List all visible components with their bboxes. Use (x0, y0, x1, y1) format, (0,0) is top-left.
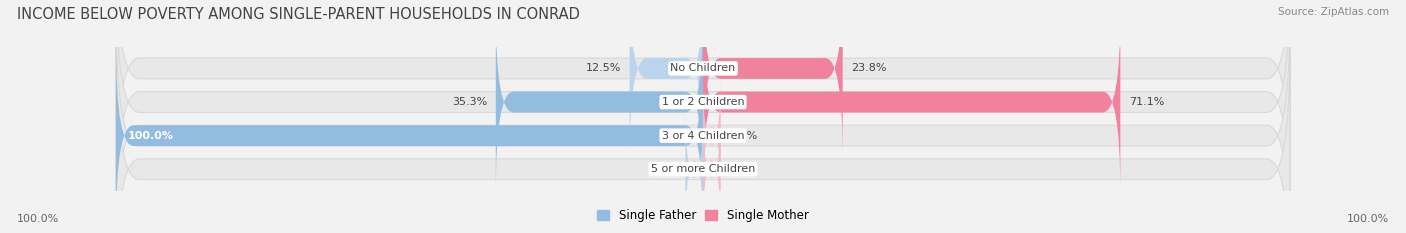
Text: Source: ZipAtlas.com: Source: ZipAtlas.com (1278, 7, 1389, 17)
FancyBboxPatch shape (630, 0, 703, 159)
FancyBboxPatch shape (703, 111, 721, 228)
Text: 71.1%: 71.1% (1129, 97, 1164, 107)
Text: INCOME BELOW POVERTY AMONG SINGLE-PARENT HOUSEHOLDS IN CONRAD: INCOME BELOW POVERTY AMONG SINGLE-PARENT… (17, 7, 579, 22)
Text: 5 or more Children: 5 or more Children (651, 164, 755, 174)
Text: 0.0%: 0.0% (648, 164, 676, 174)
Text: 1 or 2 Children: 1 or 2 Children (662, 97, 744, 107)
Text: 0.0%: 0.0% (730, 164, 758, 174)
Text: 100.0%: 100.0% (1347, 214, 1389, 224)
FancyBboxPatch shape (117, 12, 1289, 233)
FancyBboxPatch shape (117, 45, 703, 226)
FancyBboxPatch shape (703, 77, 721, 194)
Text: 12.5%: 12.5% (585, 63, 621, 73)
FancyBboxPatch shape (703, 12, 1121, 192)
FancyBboxPatch shape (703, 0, 842, 159)
FancyBboxPatch shape (117, 0, 1289, 226)
FancyBboxPatch shape (117, 45, 1289, 233)
Text: 35.3%: 35.3% (451, 97, 486, 107)
FancyBboxPatch shape (496, 12, 703, 192)
FancyBboxPatch shape (117, 0, 1289, 192)
Text: 3 or 4 Children: 3 or 4 Children (662, 131, 744, 141)
Text: 100.0%: 100.0% (128, 131, 174, 141)
Text: No Children: No Children (671, 63, 735, 73)
Text: 100.0%: 100.0% (17, 214, 59, 224)
Text: 0.0%: 0.0% (730, 131, 758, 141)
Text: 23.8%: 23.8% (852, 63, 887, 73)
FancyBboxPatch shape (685, 111, 703, 228)
Legend: Single Father, Single Mother: Single Father, Single Mother (593, 205, 813, 227)
